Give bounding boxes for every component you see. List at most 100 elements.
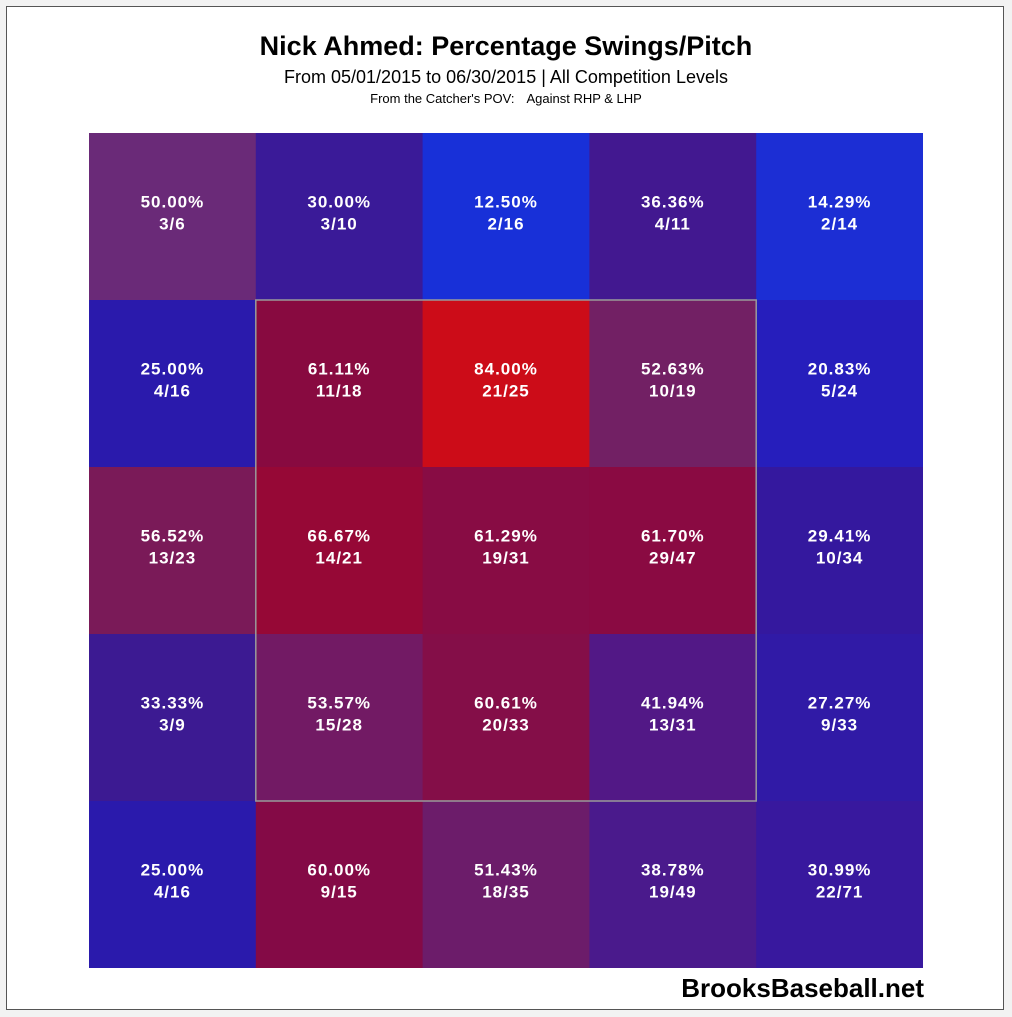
cell-count-label: 2/16 bbox=[487, 215, 524, 234]
heatmap-cell: 41.94% 13/31 bbox=[589, 634, 757, 802]
cell-percentage-label: 60.61% bbox=[474, 694, 538, 713]
heatmap-cell-fill bbox=[89, 634, 257, 802]
cell-count-label: 20/33 bbox=[482, 716, 530, 735]
heatmap-cell-fill bbox=[756, 467, 923, 635]
strike-zone-outline bbox=[255, 299, 757, 802]
heatmap-cell: 33.33% 3/9 bbox=[89, 634, 257, 802]
cell-percentage-label: 29.41% bbox=[808, 527, 872, 546]
pov-view-label: From the Catcher's POV: bbox=[370, 91, 515, 106]
cell-count-label: 11/18 bbox=[316, 382, 363, 401]
cell-percentage-label: 66.67% bbox=[307, 527, 371, 546]
heatmap-cell: 60.61% 20/33 bbox=[422, 634, 590, 802]
cell-count-label: 13/23 bbox=[149, 549, 197, 568]
heatmap-cell: 30.00% 3/10 bbox=[255, 133, 424, 301]
cell-count-label: 10/19 bbox=[649, 382, 697, 401]
heatmap-cell: 84.00% 21/25 bbox=[422, 300, 590, 468]
cell-count-label: 4/16 bbox=[154, 883, 191, 902]
heatmap-cell-fill bbox=[756, 801, 923, 968]
swing-rate-heatmap: 50.00% 3/6 30.00% 3/10 12.50% 2/16 36.36% 4/11 1… bbox=[89, 133, 923, 968]
cell-count-label: 22/71 bbox=[816, 883, 864, 902]
heatmap-cell-fill bbox=[589, 300, 757, 468]
heatmap-cell: 36.36% 4/11 bbox=[589, 133, 757, 301]
cell-percentage-label: 61.29% bbox=[474, 527, 538, 546]
heatmap-cell-fill bbox=[589, 133, 757, 301]
cell-percentage-label: 33.33% bbox=[141, 694, 205, 713]
cell-count-label: 13/31 bbox=[649, 716, 697, 735]
cell-percentage-label: 52.63% bbox=[641, 360, 705, 379]
heatmap-cell: 61.29% 19/31 bbox=[422, 467, 590, 635]
heatmap-cell-fill bbox=[589, 634, 757, 802]
cell-count-label: 3/6 bbox=[159, 215, 186, 234]
heatmap-cell-fill bbox=[422, 634, 590, 802]
cell-count-label: 3/10 bbox=[321, 215, 358, 234]
heatmap-cell: 30.99% 22/71 bbox=[756, 801, 923, 968]
cell-percentage-label: 38.78% bbox=[641, 861, 705, 880]
cell-count-label: 19/49 bbox=[649, 883, 697, 902]
brooksbaseball-watermark: BrooksBaseball.net bbox=[681, 973, 924, 1003]
heatmap-cell-fill bbox=[89, 133, 257, 301]
heatmap-cell-fill bbox=[589, 467, 757, 635]
heatmap-cell-fill bbox=[422, 300, 590, 468]
heatmap-cell-fill bbox=[422, 467, 590, 635]
cell-percentage-label: 27.27% bbox=[808, 694, 872, 713]
chart-subtitle: From 05/01/2015 to 06/30/2015 | All Comp… bbox=[284, 67, 728, 87]
heatmap-cell-fill bbox=[756, 300, 923, 468]
heatmap-cell: 27.27% 9/33 bbox=[756, 634, 923, 802]
heatmap-cell-fill bbox=[255, 801, 424, 968]
heatmap-cell-fill bbox=[89, 801, 257, 968]
heatmap-cell: 51.43% 18/35 bbox=[422, 801, 590, 968]
cell-percentage-label: 60.00% bbox=[307, 861, 371, 880]
cell-count-label: 2/14 bbox=[821, 215, 858, 234]
cell-percentage-label: 61.70% bbox=[641, 527, 705, 546]
cell-percentage-label: 20.83% bbox=[808, 360, 872, 379]
heatmap-cell-fill bbox=[589, 801, 757, 968]
cell-percentage-label: 30.00% bbox=[307, 193, 371, 212]
cell-count-label: 5/24 bbox=[821, 382, 858, 401]
pov-line: From the Catcher's POV: Against RHP & LHP bbox=[0, 91, 1012, 107]
cell-percentage-label: 61.11% bbox=[308, 360, 371, 379]
cell-percentage-label: 14.29% bbox=[808, 193, 872, 212]
cell-percentage-label: 51.43% bbox=[474, 861, 538, 880]
cell-count-label: 4/11 bbox=[655, 215, 691, 234]
cell-percentage-label: 25.00% bbox=[141, 360, 205, 379]
heatmap-cell: 61.11% 11/18 bbox=[255, 300, 424, 468]
heatmap-cell: 61.70% 29/47 bbox=[589, 467, 757, 635]
cell-count-label: 19/31 bbox=[482, 549, 530, 568]
cell-percentage-label: 56.52% bbox=[141, 527, 205, 546]
cell-count-label: 10/34 bbox=[816, 549, 864, 568]
cell-percentage-label: 30.99% bbox=[808, 861, 872, 880]
cell-count-label: 21/25 bbox=[482, 382, 530, 401]
cell-count-label: 18/35 bbox=[482, 883, 530, 902]
cell-percentage-label: 25.00% bbox=[141, 861, 205, 880]
cell-percentage-label: 53.57% bbox=[307, 694, 371, 713]
heatmap-cell-fill bbox=[756, 133, 923, 301]
heatmap-cell: 60.00% 9/15 bbox=[255, 801, 424, 968]
heatmap-cell: 14.29% 2/14 bbox=[756, 133, 923, 301]
cell-percentage-label: 36.36% bbox=[641, 193, 705, 212]
cell-percentage-label: 84.00% bbox=[474, 360, 538, 379]
cell-count-label: 9/33 bbox=[821, 716, 858, 735]
cell-count-label: 15/28 bbox=[315, 716, 363, 735]
cell-percentage-label: 50.00% bbox=[141, 193, 205, 212]
heatmap-cell-fill bbox=[89, 467, 257, 635]
cell-count-label: 4/16 bbox=[154, 382, 191, 401]
heatmap-cell: 66.67% 14/21 bbox=[255, 467, 424, 635]
heatmap-cell-fill bbox=[89, 300, 257, 468]
heatmap-cell: 38.78% 19/49 bbox=[589, 801, 757, 968]
heatmap-cell: 29.41% 10/34 bbox=[756, 467, 923, 635]
heatmap-cell: 25.00% 4/16 bbox=[89, 300, 257, 468]
heatmap-cell-fill bbox=[255, 133, 424, 301]
heatmap-cell: 12.50% 2/16 bbox=[422, 133, 590, 301]
cell-count-label: 14/21 bbox=[315, 549, 363, 568]
cell-percentage-label: 41.94% bbox=[641, 694, 705, 713]
heatmap-cell: 56.52% 13/23 bbox=[89, 467, 257, 635]
cell-count-label: 3/9 bbox=[159, 716, 186, 735]
heatmap-cell-fill bbox=[756, 634, 923, 802]
heatmap-cell: 20.83% 5/24 bbox=[756, 300, 923, 468]
heatmap-cell-fill bbox=[255, 300, 424, 468]
cell-percentage-label: 12.50% bbox=[474, 193, 538, 212]
heatmap-cell: 52.63% 10/19 bbox=[589, 300, 757, 468]
pov-against-label: Against RHP & LHP bbox=[526, 91, 642, 106]
heatmap-cell: 50.00% 3/6 bbox=[89, 133, 257, 301]
heatmap-cell-fill bbox=[422, 801, 590, 968]
